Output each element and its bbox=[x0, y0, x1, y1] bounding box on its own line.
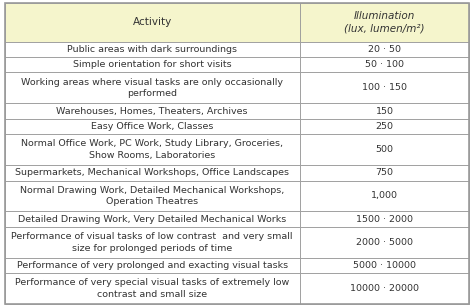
Bar bbox=[5, 273, 300, 304]
Text: 1,000: 1,000 bbox=[371, 192, 398, 200]
Text: 20 · 50: 20 · 50 bbox=[368, 45, 401, 54]
Bar bbox=[300, 165, 469, 181]
Bar bbox=[5, 103, 300, 119]
Text: Performance of very special visual tasks of extremely low
contrast and small siz: Performance of very special visual tasks… bbox=[15, 278, 289, 299]
Text: Normal Drawing Work, Detailed Mechanical Workshops,
Operation Theatres: Normal Drawing Work, Detailed Mechanical… bbox=[20, 185, 284, 206]
Bar bbox=[300, 103, 469, 119]
Text: 5000 · 10000: 5000 · 10000 bbox=[353, 261, 416, 270]
Bar bbox=[300, 258, 469, 273]
Text: 1500 · 2000: 1500 · 2000 bbox=[356, 215, 413, 223]
Text: Working areas where visual tasks are only occasionally
performed: Working areas where visual tasks are onl… bbox=[21, 78, 283, 98]
Bar bbox=[300, 72, 469, 103]
Bar bbox=[5, 181, 300, 211]
Text: Illumination
(lux, lumen/m²): Illumination (lux, lumen/m²) bbox=[344, 11, 425, 34]
Bar bbox=[300, 134, 469, 165]
Bar bbox=[300, 181, 469, 211]
Text: Performance of very prolonged and exacting visual tasks: Performance of very prolonged and exacti… bbox=[17, 261, 288, 270]
Text: Supermarkets, Mechanical Workshops, Office Landscapes: Supermarkets, Mechanical Workshops, Offi… bbox=[15, 168, 289, 177]
Text: Normal Office Work, PC Work, Study Library, Groceries,
Show Rooms, Laboratories: Normal Office Work, PC Work, Study Libra… bbox=[21, 139, 283, 160]
Bar bbox=[300, 119, 469, 134]
Text: Public areas with dark surroundings: Public areas with dark surroundings bbox=[67, 45, 237, 54]
Bar bbox=[5, 258, 300, 273]
Bar bbox=[300, 3, 469, 42]
Bar bbox=[5, 57, 300, 72]
Bar bbox=[5, 119, 300, 134]
Text: 750: 750 bbox=[375, 168, 393, 177]
Bar bbox=[5, 165, 300, 181]
Text: 50 · 100: 50 · 100 bbox=[365, 60, 404, 69]
Text: 2000 · 5000: 2000 · 5000 bbox=[356, 238, 413, 247]
Text: 150: 150 bbox=[375, 107, 393, 115]
Text: 500: 500 bbox=[375, 145, 393, 154]
Bar bbox=[5, 134, 300, 165]
Text: 100 · 150: 100 · 150 bbox=[362, 84, 407, 92]
Text: 10000 · 20000: 10000 · 20000 bbox=[350, 284, 419, 293]
Bar bbox=[5, 42, 300, 57]
Bar bbox=[5, 3, 300, 42]
Bar bbox=[5, 227, 300, 258]
Bar bbox=[5, 211, 300, 227]
Bar bbox=[5, 72, 300, 103]
Text: Simple orientation for short visits: Simple orientation for short visits bbox=[73, 60, 231, 69]
Text: Easy Office Work, Classes: Easy Office Work, Classes bbox=[91, 122, 213, 131]
Bar bbox=[300, 42, 469, 57]
Text: Activity: Activity bbox=[133, 17, 172, 27]
Text: 250: 250 bbox=[375, 122, 393, 131]
Bar bbox=[300, 57, 469, 72]
Bar bbox=[300, 211, 469, 227]
Bar bbox=[300, 227, 469, 258]
Bar bbox=[300, 273, 469, 304]
Text: Detailed Drawing Work, Very Detailed Mechanical Works: Detailed Drawing Work, Very Detailed Mec… bbox=[18, 215, 286, 223]
Text: Warehouses, Homes, Theaters, Archives: Warehouses, Homes, Theaters, Archives bbox=[56, 107, 248, 115]
Text: Performance of visual tasks of low contrast  and very small
size for prolonged p: Performance of visual tasks of low contr… bbox=[11, 232, 293, 253]
